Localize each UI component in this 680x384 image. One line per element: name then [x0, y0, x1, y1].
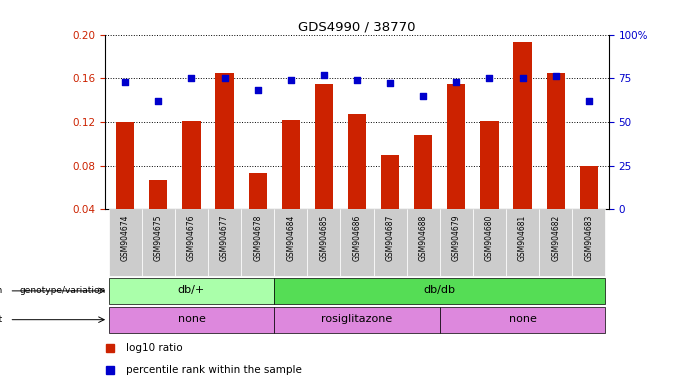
Text: GSM904680: GSM904680 — [485, 215, 494, 261]
Text: log10 ratio: log10 ratio — [126, 343, 182, 353]
Text: none: none — [509, 314, 537, 324]
Text: genotype/variation: genotype/variation — [19, 286, 105, 295]
FancyBboxPatch shape — [274, 307, 440, 333]
FancyBboxPatch shape — [274, 278, 605, 304]
Point — [186, 75, 197, 81]
Point — [451, 79, 462, 85]
Title: GDS4990 / 38770: GDS4990 / 38770 — [299, 20, 415, 33]
Bar — [348, 114, 366, 209]
Text: GSM904683: GSM904683 — [584, 215, 593, 261]
Text: GSM904684: GSM904684 — [286, 215, 295, 261]
FancyBboxPatch shape — [440, 307, 605, 333]
FancyBboxPatch shape — [142, 209, 175, 276]
FancyBboxPatch shape — [109, 307, 274, 333]
FancyBboxPatch shape — [440, 209, 473, 276]
FancyBboxPatch shape — [473, 209, 506, 276]
Text: agent: agent — [0, 315, 3, 324]
FancyBboxPatch shape — [307, 209, 341, 276]
Text: rosiglitazone: rosiglitazone — [322, 314, 392, 324]
Text: GSM904677: GSM904677 — [220, 215, 229, 261]
FancyBboxPatch shape — [241, 209, 274, 276]
Bar — [216, 73, 234, 209]
FancyBboxPatch shape — [407, 209, 440, 276]
Text: genotype/variation: genotype/variation — [0, 286, 3, 295]
FancyBboxPatch shape — [175, 209, 208, 276]
Text: GSM904688: GSM904688 — [419, 215, 428, 261]
Bar — [315, 84, 333, 209]
Text: percentile rank within the sample: percentile rank within the sample — [126, 365, 301, 375]
Text: GSM904682: GSM904682 — [551, 215, 560, 261]
Text: GSM904686: GSM904686 — [352, 215, 362, 261]
Point — [583, 98, 594, 104]
Bar — [579, 166, 598, 209]
FancyBboxPatch shape — [506, 209, 539, 276]
Text: GSM904687: GSM904687 — [386, 215, 394, 261]
FancyBboxPatch shape — [208, 209, 241, 276]
Text: db/db: db/db — [424, 285, 456, 295]
Bar — [414, 135, 432, 209]
Bar — [447, 84, 465, 209]
Bar — [249, 173, 267, 209]
Bar — [547, 73, 564, 209]
Text: GSM904681: GSM904681 — [518, 215, 527, 261]
Point — [550, 73, 561, 79]
Text: none: none — [177, 314, 205, 324]
Point — [418, 93, 428, 99]
FancyBboxPatch shape — [109, 278, 274, 304]
FancyBboxPatch shape — [373, 209, 407, 276]
Point — [219, 75, 230, 81]
Point — [252, 88, 263, 94]
Bar — [381, 155, 399, 209]
Text: GSM904675: GSM904675 — [154, 215, 163, 261]
Point — [484, 75, 495, 81]
FancyBboxPatch shape — [274, 209, 307, 276]
Point — [318, 72, 329, 78]
Bar — [513, 42, 532, 209]
FancyBboxPatch shape — [572, 209, 605, 276]
Point — [352, 77, 362, 83]
FancyBboxPatch shape — [109, 209, 142, 276]
Text: db/+: db/+ — [178, 285, 205, 295]
Bar — [182, 121, 201, 209]
Text: GSM904674: GSM904674 — [121, 215, 130, 261]
Point — [286, 77, 296, 83]
FancyBboxPatch shape — [539, 209, 572, 276]
Bar — [480, 121, 498, 209]
Bar — [150, 180, 167, 209]
Point — [385, 80, 396, 86]
Text: GSM904676: GSM904676 — [187, 215, 196, 261]
FancyBboxPatch shape — [341, 209, 373, 276]
Text: GSM904679: GSM904679 — [452, 215, 461, 261]
Bar — [282, 120, 300, 209]
Text: GSM904678: GSM904678 — [253, 215, 262, 261]
Point — [517, 75, 528, 81]
Point — [120, 79, 131, 85]
Text: GSM904685: GSM904685 — [320, 215, 328, 261]
Bar — [116, 122, 135, 209]
Point — [153, 98, 164, 104]
